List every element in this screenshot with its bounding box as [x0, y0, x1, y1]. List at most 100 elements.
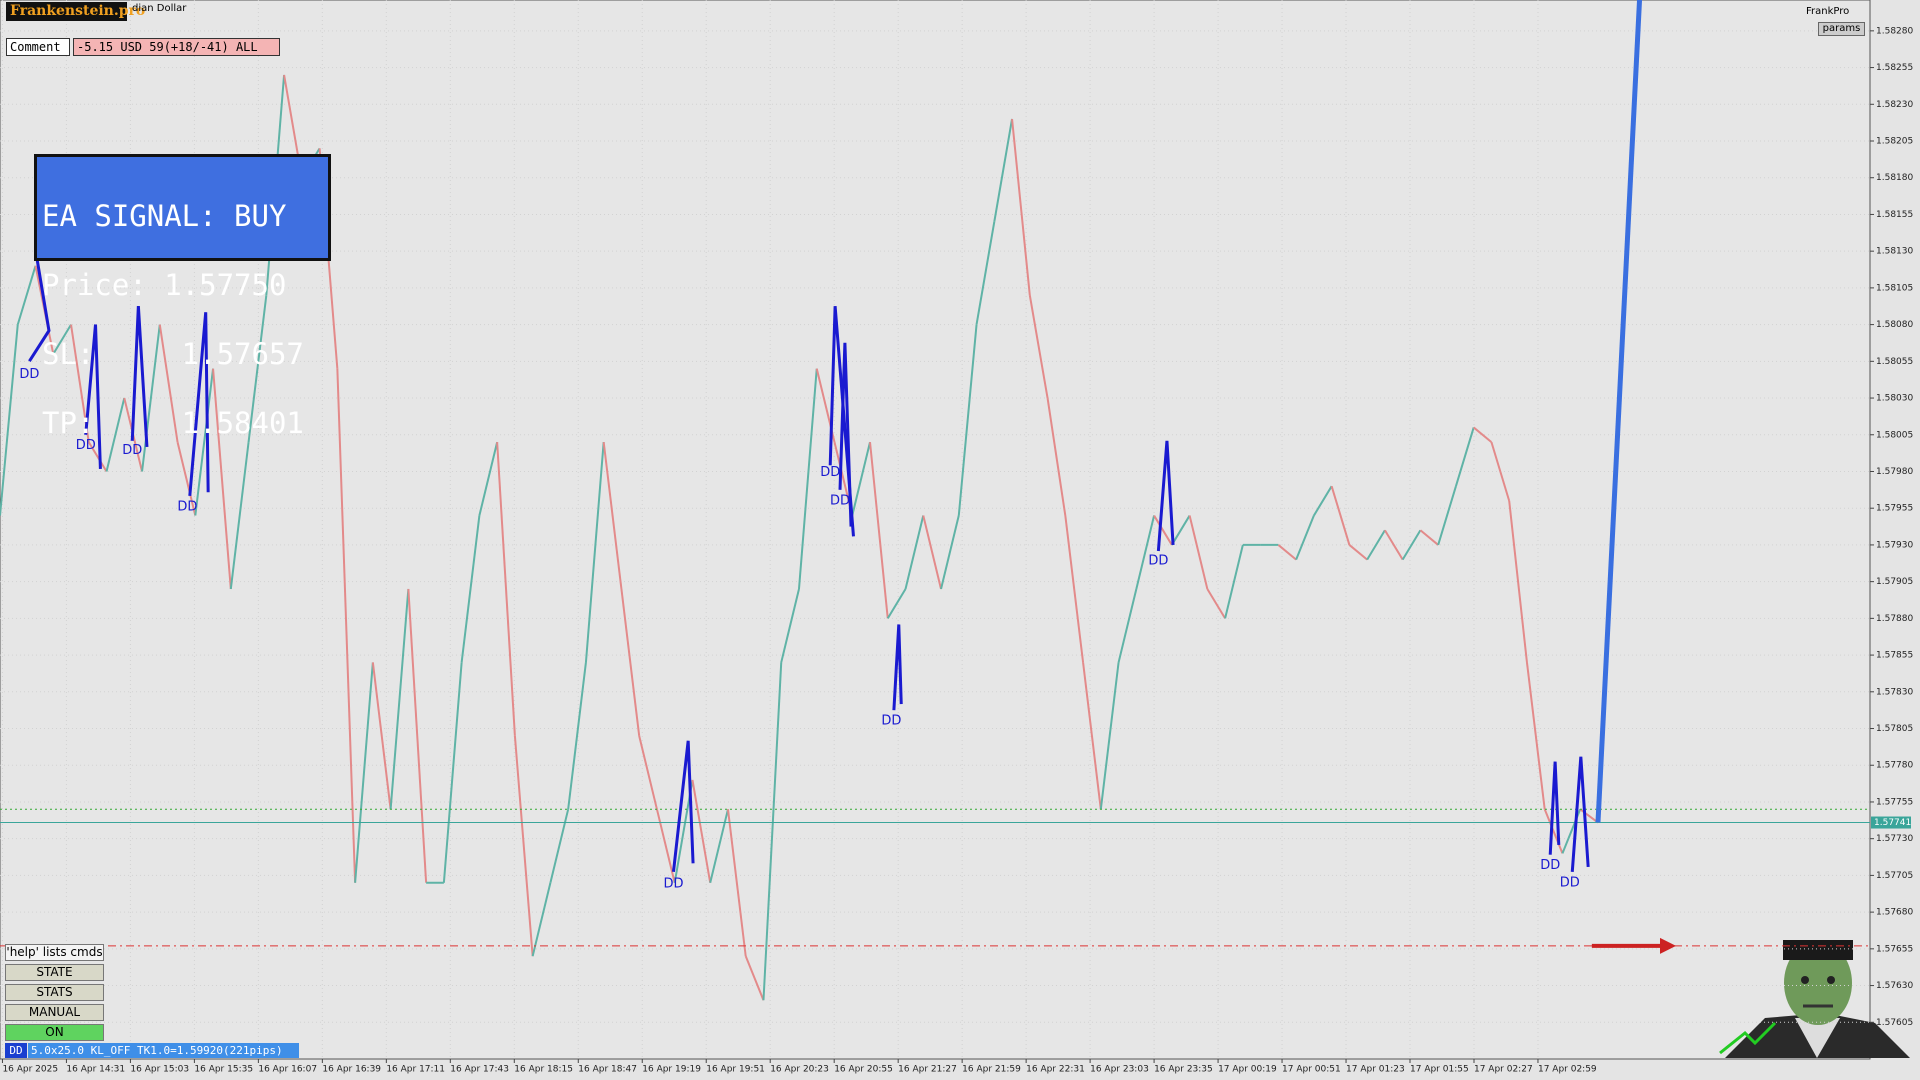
signal-box: EA SIGNAL: BUY Price: 1.57750 SL: 1.5765… — [34, 154, 331, 438]
price-segment — [655, 809, 676, 883]
y-tick-label: 1.58005 — [1876, 430, 1913, 440]
price-segment — [638, 735, 658, 810]
on-button[interactable]: ON — [5, 1024, 104, 1041]
x-tick-label: 16 Apr 21:59 — [962, 1065, 1021, 1075]
y-tick-label: 1.57705 — [1876, 871, 1913, 881]
symbol-name: dian Dollar — [132, 3, 187, 14]
price-segment — [1490, 441, 1511, 502]
price-segment — [496, 442, 516, 736]
signal-line: SL: 1.57657 — [42, 337, 304, 371]
price-segment — [1135, 515, 1156, 590]
comment-label: Comment — [6, 38, 70, 56]
help-button[interactable]: 'help' lists cmds — [5, 944, 104, 961]
price-segment — [869, 442, 889, 619]
x-tick-label: 16 Apr 16:07 — [258, 1065, 317, 1075]
price-segment — [87, 441, 108, 472]
x-tick-label: 16 Apr 19:19 — [642, 1065, 701, 1075]
price-segment — [1454, 427, 1475, 487]
price-segment — [389, 588, 410, 810]
price-segment — [0, 324, 19, 516]
stats-button[interactable]: STATS — [5, 984, 104, 1001]
x-tick-label: 17 Apr 00:51 — [1282, 1065, 1341, 1075]
price-segment — [478, 441, 499, 516]
price-segment — [229, 441, 250, 590]
price-segment — [726, 809, 747, 957]
mascot-eye — [1827, 976, 1835, 984]
price-segment — [460, 515, 481, 663]
price-segment — [709, 809, 729, 883]
dd-drawing — [188, 312, 210, 497]
price-segment — [336, 368, 357, 883]
price-segment — [1277, 544, 1297, 561]
x-tick-label: 16 Apr 21:27 — [898, 1065, 957, 1075]
y-tick-label: 1.57780 — [1876, 761, 1913, 771]
price-segment — [1188, 515, 1209, 590]
price-segment — [194, 368, 215, 516]
y-tick-label: 1.57630 — [1876, 981, 1913, 991]
price-segment — [1348, 544, 1368, 561]
dd-drawing — [892, 624, 903, 711]
y-tick-label: 1.57980 — [1876, 467, 1913, 477]
params-button[interactable]: params — [1818, 22, 1865, 36]
x-tick-label: 16 Apr 22:31 — [1026, 1065, 1085, 1075]
mascot-hair — [1783, 940, 1853, 960]
dd-drawing — [671, 740, 695, 873]
price-segment — [531, 882, 552, 957]
mascot-eye — [1801, 976, 1809, 984]
price-segment — [1401, 529, 1422, 561]
mascot-arrow — [1719, 1021, 1777, 1055]
status-text: 5.0x25.0 KL_OFF TK1.0=1.59920(221pips) — [28, 1043, 299, 1058]
dd-label: DD — [76, 438, 96, 453]
x-tick-label: 17 Apr 01:23 — [1346, 1065, 1405, 1075]
y-tick-label: 1.57880 — [1876, 614, 1913, 624]
dd-label: DD — [1148, 553, 1168, 568]
price-segment — [247, 295, 268, 443]
y-tick-label: 1.58105 — [1876, 283, 1913, 293]
price-segment — [1046, 397, 1067, 516]
price-segment — [513, 735, 534, 957]
dd-drawing — [1156, 440, 1175, 552]
status-badge: DD — [5, 1043, 27, 1058]
y-tick-label: 1.58280 — [1876, 26, 1913, 36]
dd-label: DD — [830, 493, 850, 508]
y-tick-label: 1.58255 — [1876, 63, 1913, 73]
price-segment — [922, 515, 943, 590]
price-segment — [1437, 485, 1457, 546]
price-segment — [1295, 515, 1315, 560]
price-segment — [975, 221, 996, 325]
price-segment — [141, 324, 161, 472]
y-tick-label: 1.57955 — [1876, 504, 1913, 514]
sl-arrow-head — [1660, 937, 1676, 954]
price-segment — [744, 955, 765, 1001]
price-segment — [1384, 529, 1404, 561]
price-segment — [1224, 544, 1244, 619]
y-tick-label: 1.57605 — [1876, 1018, 1913, 1028]
mascot — [1719, 940, 1910, 1058]
y-tick-label: 1.58155 — [1876, 210, 1913, 220]
price-segment — [1153, 515, 1173, 546]
y-tick-label: 1.57680 — [1876, 908, 1913, 918]
dd-label: DD — [1540, 858, 1560, 873]
dd-drawing — [838, 342, 853, 527]
price-segment — [1064, 515, 1085, 663]
y-tick-label: 1.58055 — [1876, 357, 1913, 367]
price-segment — [691, 779, 712, 883]
state-button[interactable]: STATE — [5, 964, 104, 981]
price-segment — [1117, 588, 1138, 663]
dd-drawing — [1570, 756, 1590, 872]
x-tick-label: 17 Apr 00:19 — [1218, 1065, 1277, 1075]
price-segment — [212, 368, 232, 590]
x-tick-label: 16 Apr 17:43 — [450, 1065, 509, 1075]
manual-button[interactable]: MANUAL — [5, 1004, 104, 1021]
x-tick-label: 16 Apr 20:23 — [770, 1065, 829, 1075]
price-segment — [602, 441, 623, 590]
y-tick-label: 1.57830 — [1876, 687, 1913, 697]
x-tick-label: 16 Apr 14:31 — [66, 1065, 125, 1075]
current-price-label: 1.57741 — [1874, 818, 1911, 828]
price-segment — [1028, 295, 1049, 399]
price-segment — [1473, 426, 1493, 443]
price-segment — [1099, 662, 1120, 810]
price-segment — [1206, 588, 1226, 619]
price-segment — [549, 809, 570, 883]
